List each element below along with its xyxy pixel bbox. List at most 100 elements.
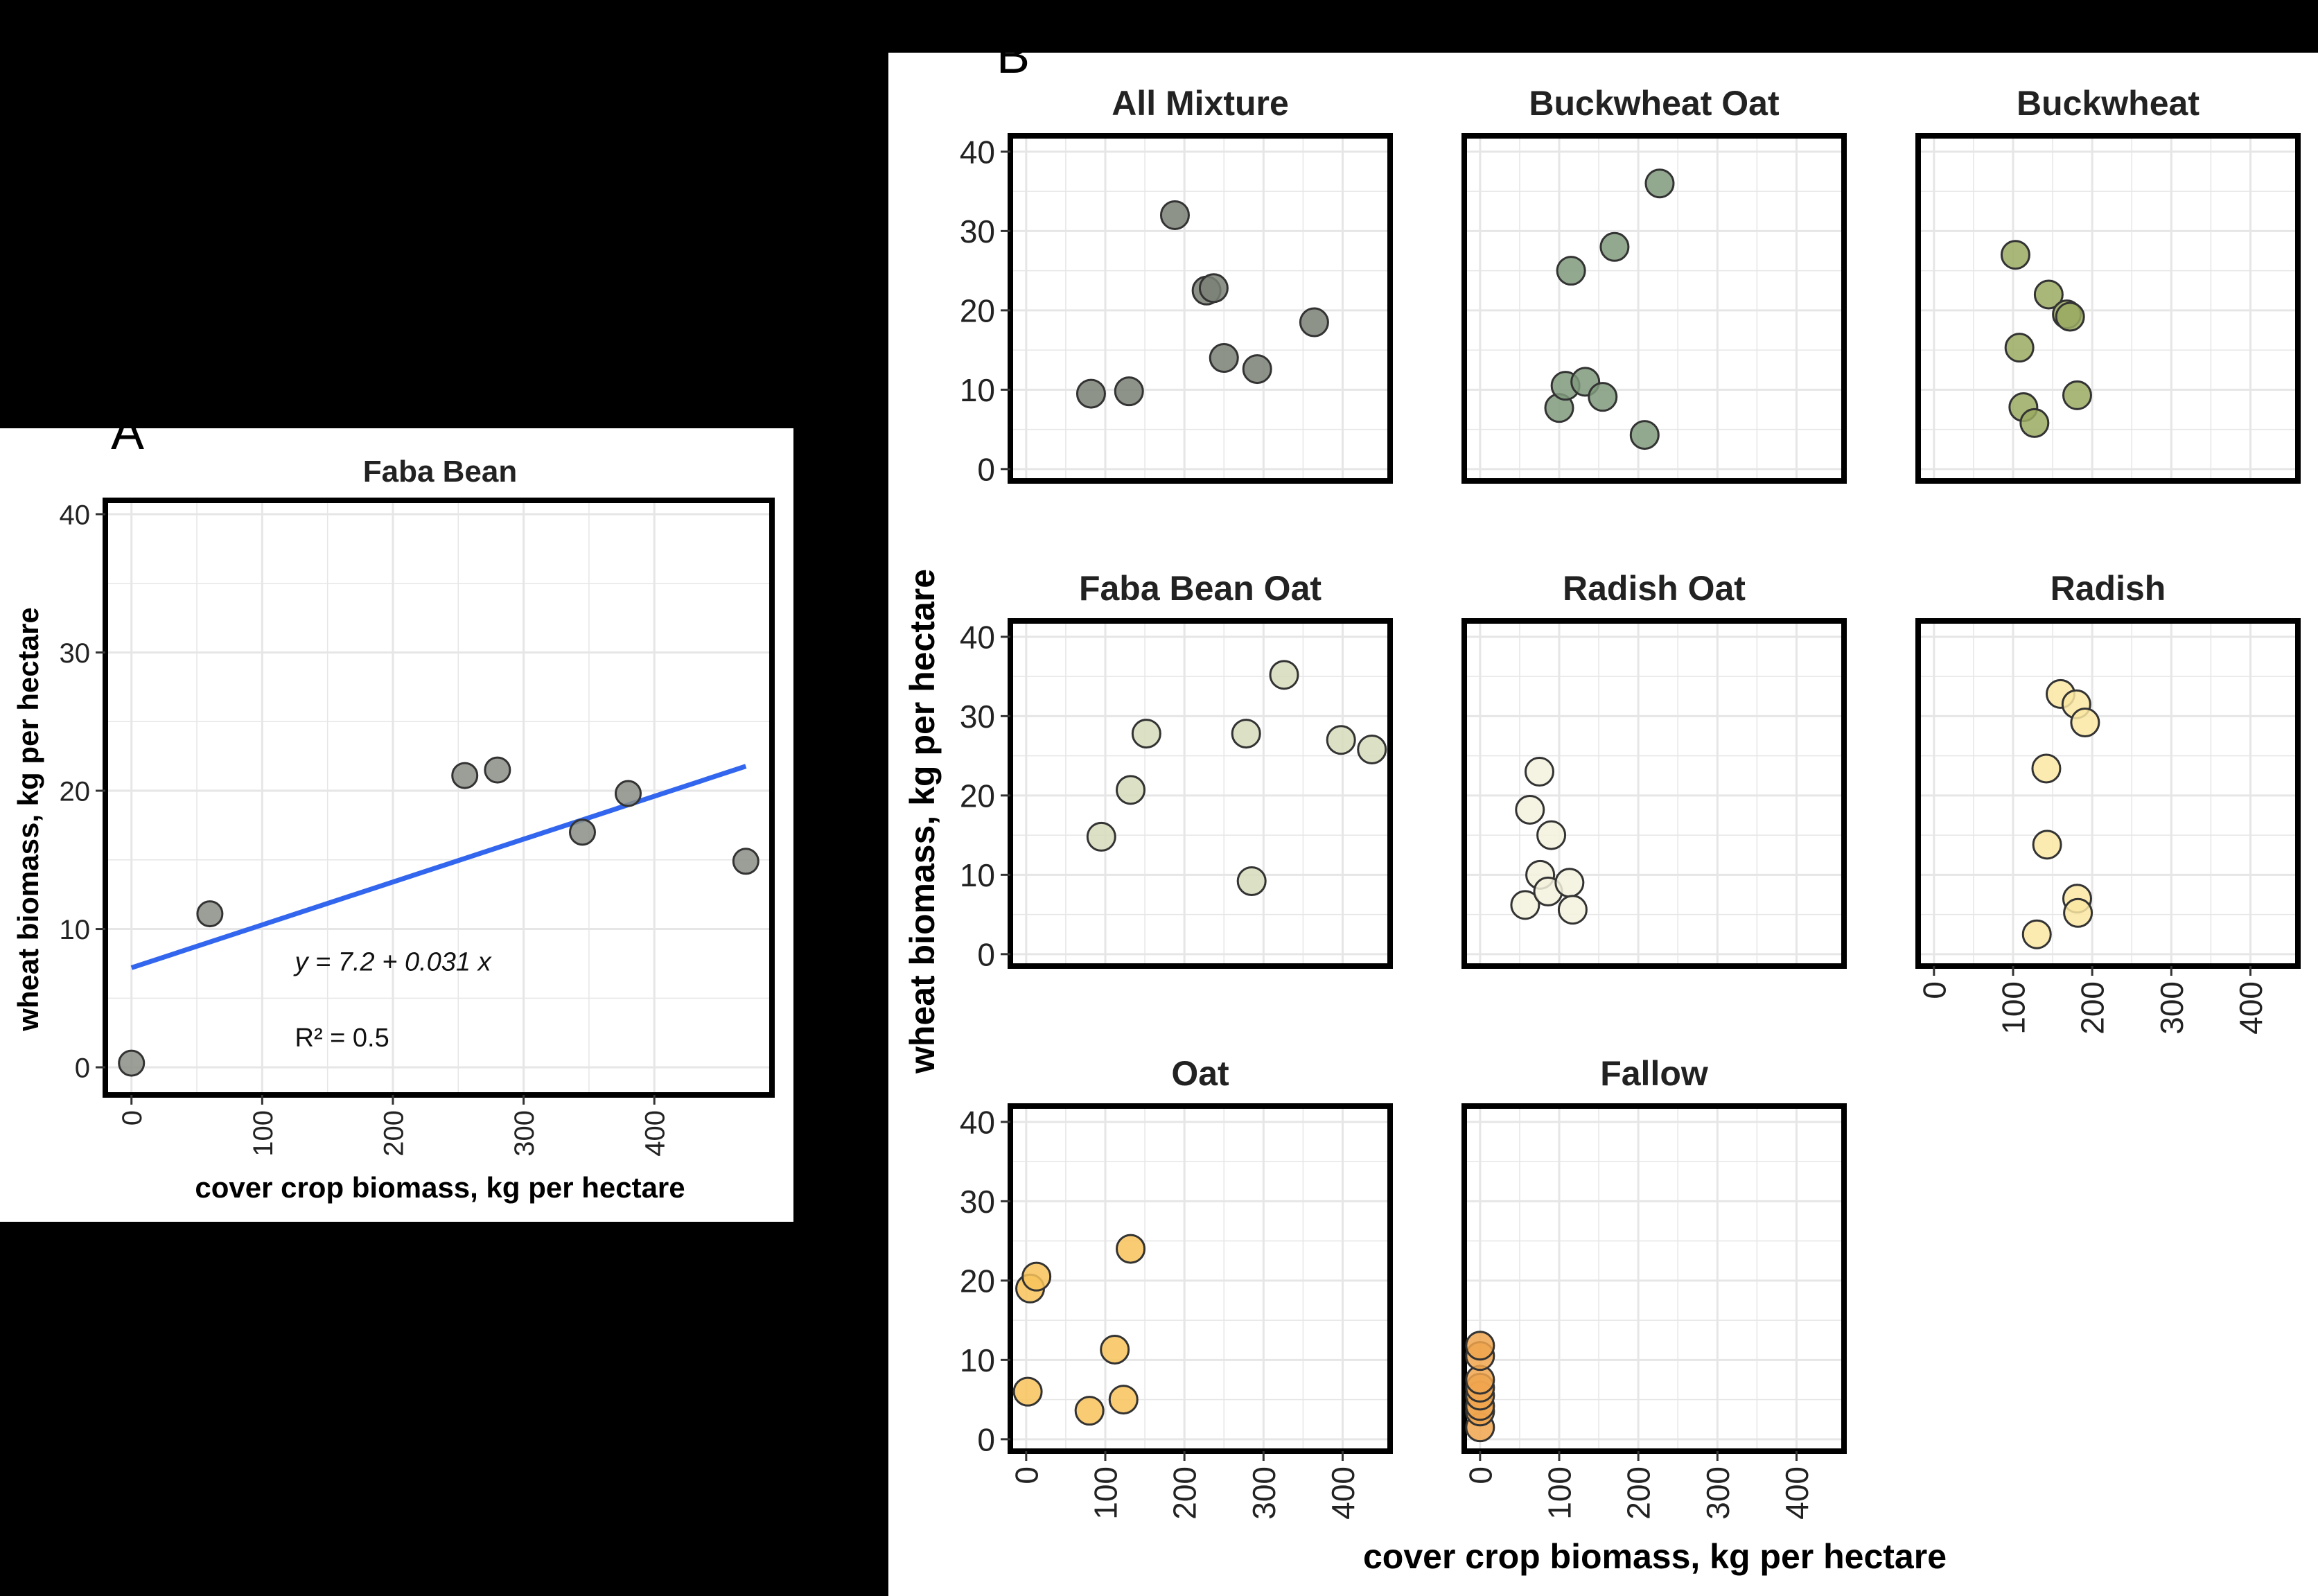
facet-oat-y-tick-label: 10 [960,1342,995,1378]
facet-buckwheat: Buckwheat [1915,84,2301,484]
panel-b-x-axis-label: cover crop biomass, kg per hectare [1363,1537,1947,1576]
panel-a-background [0,428,793,1222]
facet-oat-data-point [1021,1261,1052,1292]
facet-all-mixture-data-point [1114,376,1144,407]
panel-a-x-tick-label: 0 [117,1110,148,1125]
facet-radish-oat-data-point [1524,757,1554,787]
facet-faba-bean-oat-data-point [1236,866,1267,897]
panel-a-grid [105,500,772,1095]
facet-oat-y-tick-label: 40 [960,1104,995,1140]
facet-fallow-x-tick-label: 300 [1700,1466,1736,1520]
facet-fallow-grid [1464,1106,1844,1451]
facet-all-mixture-y-tick-label: 20 [960,292,995,328]
facet-all-mixture-data-point [1209,343,1239,374]
facet-all-mixture-data-point [1159,200,1190,230]
facet-title-buckwheat-oat: Buckwheat Oat [1529,84,1780,123]
facet-fallow-frame [1461,1103,1847,1454]
facet-radish-x-tick-label: 200 [2075,981,2111,1035]
facet-all-mixture-data-point [1198,273,1229,304]
facet-buckwheat-oat-data-point [1629,420,1660,450]
facet-all-mixture-data-point [1075,378,1106,409]
panel-a-x-tick-label: 400 [640,1110,671,1157]
facet-radish-grid [1918,621,2298,966]
panel-a-data-point [732,848,760,875]
facet-faba-bean-oat-y-tick-label: 10 [960,857,995,893]
facet-faba-bean-oat-y-tick-label: 20 [960,778,995,814]
facet-oat-y-tick-label: 0 [977,1421,995,1457]
panel-a-regression-line [130,764,747,970]
facet-faba-bean-oat-y-tick-label: 30 [960,699,995,735]
facet-fallow-x-tick-label: 200 [1621,1466,1657,1520]
facet-buckwheat-oat-data-point [1556,256,1586,286]
facet-all-mixture-y-tick-label: 0 [977,451,995,487]
facet-oat-data-point [1100,1334,1130,1365]
facet-title-radish-oat: Radish Oat [1563,569,1746,608]
panel-a-title: Faba Bean [363,455,518,489]
panel-a-x-axis-label: cover crop biomass, kg per hectare [195,1171,685,1204]
facet-title-all-mixture: All Mixture [1112,84,1289,123]
facet-oat-y-tick-label: 30 [960,1184,995,1220]
panel-b-facets: All Mixture 0 10 20 30 40 Buckwheat Oat Buckwhe… [960,84,2301,1520]
facet-buckwheat-data-point [2019,407,2050,438]
facet-faba-bean-oat: Faba Bean Oat 0 10 20 30 40 [960,569,1393,972]
facet-all-mixture-y-tick-label: 30 [960,213,995,249]
panel-a-y-tick-label: 0 [75,1053,90,1083]
facet-faba-bean-oat-data-point [1086,821,1116,852]
facet-title-fallow: Fallow [1600,1054,1708,1093]
facet-title-radish: Radish [2051,569,2166,608]
facet-radish-x-tick-label: 300 [2154,981,2190,1035]
facet-buckwheat-oat-data-point [1588,382,1618,412]
facet-oat-data-point [1074,1396,1105,1426]
facet-fallow-x-tick-label: 400 [1779,1466,1815,1520]
facet-oat-y-tick-label: 20 [960,1263,995,1299]
facet-radish-x-tick-label: 0 [1916,981,1952,999]
panel-a-data-point [568,818,596,846]
facet-radish-x-tick-label: 400 [2233,981,2269,1035]
facet-oat-data-point [1012,1376,1043,1407]
panel-a-y-tick-label: 40 [60,500,91,530]
facet-buckwheat-data-point [2062,380,2092,410]
facet-title-buckwheat: Buckwheat [2017,84,2200,123]
panel-a-data-point [118,1049,146,1077]
facet-oat-data-point [1116,1234,1146,1264]
panel-a-x-tick-label: 300 [509,1110,540,1157]
facet-radish-oat-data-point [1515,794,1545,825]
facet-radish-frame [1915,618,2301,969]
facet-faba-bean-oat-data-point [1231,719,1261,749]
facet-oat-x-tick-label: 200 [1167,1466,1203,1520]
facet-buckwheat-oat: Buckwheat Oat [1461,84,1847,484]
facet-oat-x-tick-label: 100 [1088,1466,1124,1520]
facet-radish-oat-data-point [1510,890,1540,920]
facet-faba-bean-oat-data-point [1269,660,1299,690]
facet-buckwheat-oat-data-point [1599,231,1630,262]
facet-faba-bean-oat-y-tick-label: 40 [960,619,995,655]
facet-all-mixture-y-tick-label: 10 [960,372,995,408]
panel-a-y-axis-label: wheat biomass, kg per hectare [12,607,44,1032]
facet-buckwheat-data-point [2033,279,2064,310]
facet-buckwheat-grid [1918,136,2298,481]
facet-faba-bean-oat-frame [1008,618,1393,969]
facet-radish-data-point [2021,919,2052,949]
facet-radish-data-point [2063,897,2093,928]
facet-radish-oat-frame [1461,618,1847,969]
facet-radish-data-point [2031,753,2062,784]
facet-radish-oat-data-point [1557,895,1588,925]
facet-all-mixture-data-point [1299,307,1329,337]
panel-a-y-tick-label: 30 [60,638,91,669]
panel-b-letter: B [996,28,1030,84]
facet-faba-bean-oat-y-tick-label: 0 [977,936,995,972]
facet-fallow-data-point [1465,1331,1495,1361]
facet-radish: Radish 0 100 200 300 400 [1915,569,2301,1035]
facet-oat-data-point [1108,1385,1139,1415]
facet-radish-oat-data-point [1536,820,1567,850]
facet-faba-bean-oat-data-point [1357,734,1387,764]
facet-radish-oat: Radish Oat [1461,569,1847,969]
facet-oat-x-tick-label: 400 [1325,1466,1361,1520]
facet-oat-x-tick-label: 300 [1246,1466,1282,1520]
facet-faba-bean-oat-data-point [1131,719,1161,749]
facet-oat-frame [1008,1103,1393,1454]
panel-a-x-tick-label: 100 [248,1110,279,1157]
